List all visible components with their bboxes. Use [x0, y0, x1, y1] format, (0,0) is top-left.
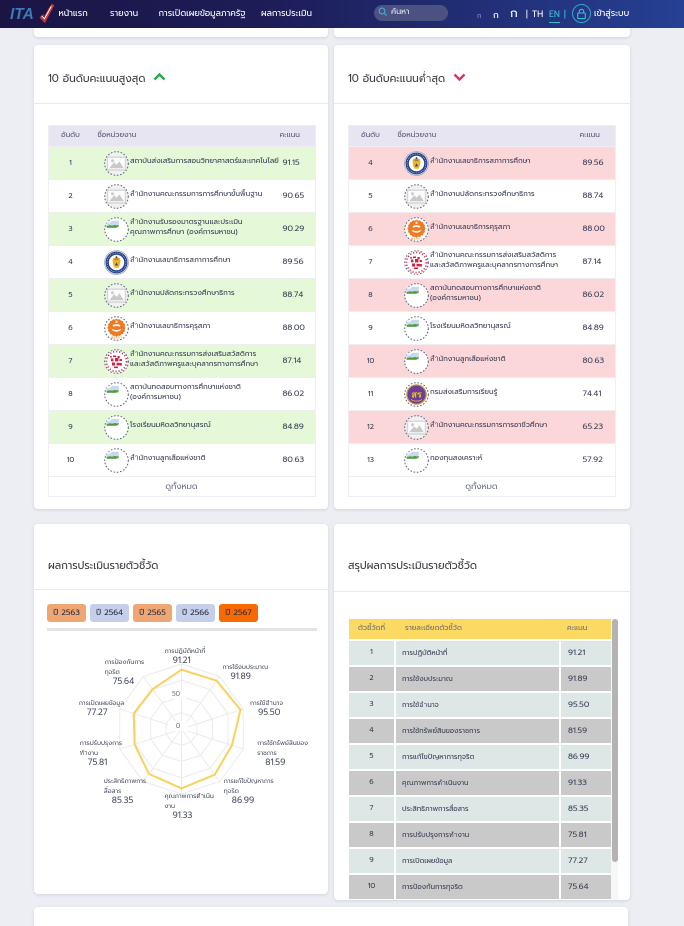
- svg-text:คุรุสภา: คุรุสภา: [411, 236, 422, 241]
- svg-text:ITA: ITA: [10, 6, 34, 23]
- svg-text:สร: สร: [411, 390, 421, 400]
- svg-text:คุรุสภา: คุรุสภา: [111, 335, 122, 340]
